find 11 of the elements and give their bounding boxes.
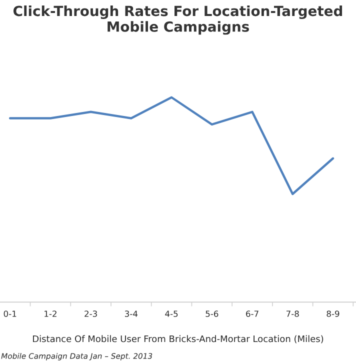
x-tick-label: 1-2 [44, 310, 56, 317]
x-tick-label: 4-5 [165, 310, 178, 317]
x-tick-label: 0-1 [4, 310, 16, 317]
x-tick-label: 5-6 [206, 310, 218, 317]
x-axis-title: Distance Of Mobile User From Bricks-And-Mortar Location (Miles) [33, 335, 324, 344]
x-tick-label: 2-3 [84, 310, 97, 317]
chart-title: Click-Through Rates For Location-Targeted Mobile Campaigns [13, 5, 342, 35]
x-tick-label: 3-4 [125, 310, 138, 317]
x-tick-label: 8-9 [326, 310, 340, 317]
x-tick-label: 6-7 [246, 310, 258, 317]
x-tick-label: 7-8 [286, 310, 299, 317]
